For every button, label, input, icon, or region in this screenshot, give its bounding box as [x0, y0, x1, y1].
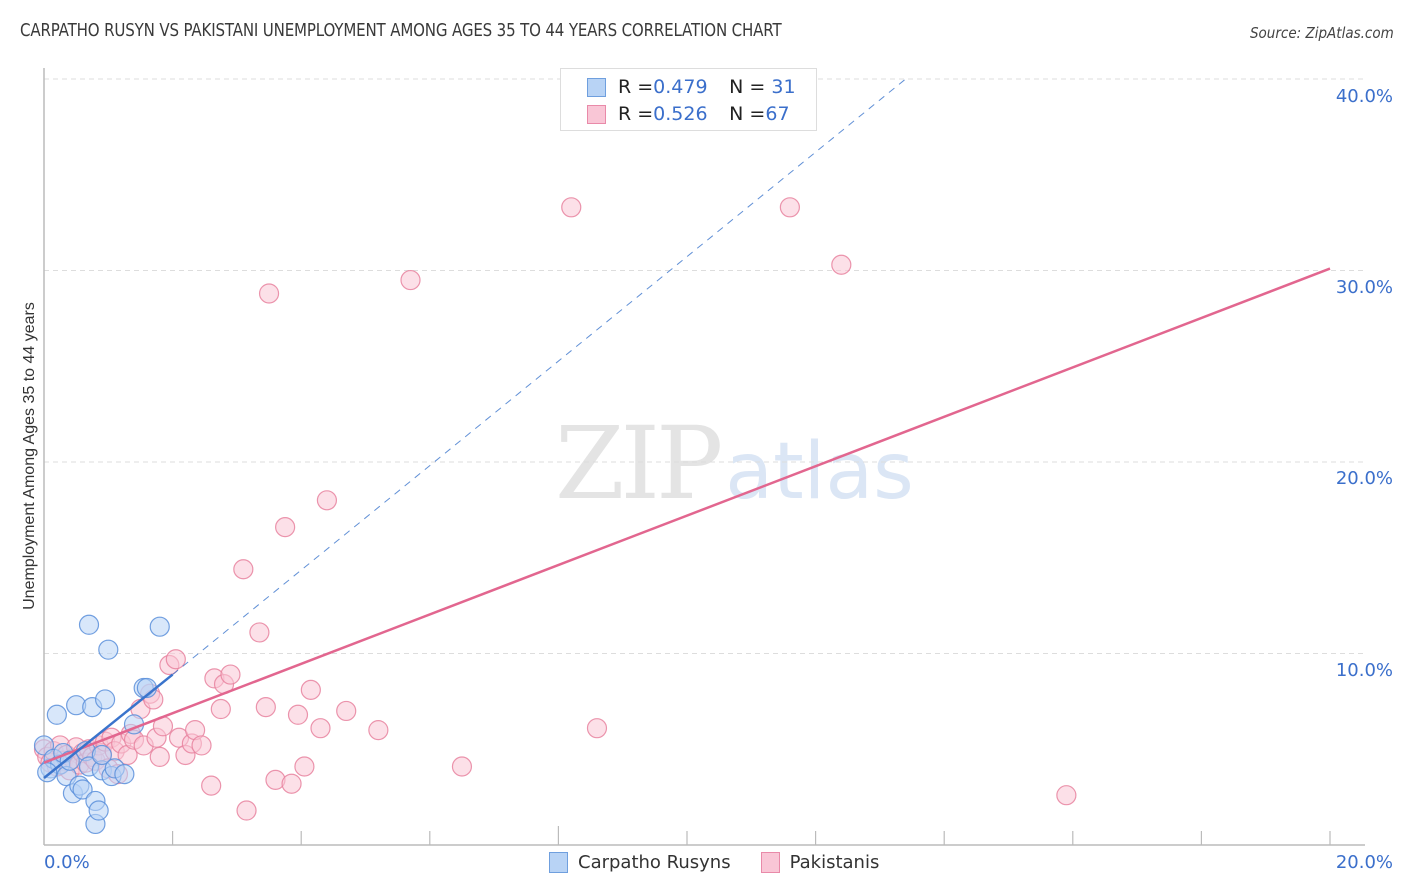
r-value: 0.479	[653, 76, 708, 98]
pink-swatch-icon	[760, 852, 780, 873]
y-tick-10: 10.0%	[1335, 660, 1393, 681]
blue-swatch-icon	[587, 77, 606, 97]
legend-item-carpatho-rusyns[interactable]: Carpatho Rusyns	[549, 852, 731, 873]
carpatho-rusyns-points	[33, 614, 170, 835]
correlation-legend: R = 0.479 N = 31 R = 0.526 N = 67	[560, 68, 817, 131]
chart-title: CARPATHO RUSYN VS PAKISTANI UNEMPLOYMENT…	[20, 21, 782, 41]
legend-row-pakistanis: R = 0.526 N = 67	[587, 102, 790, 126]
n-value: 31	[771, 76, 796, 98]
y-tick-40: 40.0%	[1335, 86, 1393, 107]
y-axis-label: Unemployment Among Ages 35 to 44 years	[21, 302, 38, 610]
r-value: 0.526	[653, 103, 708, 125]
pink-swatch-icon	[587, 104, 606, 124]
trend-lines	[43, 78, 1331, 779]
n-value: 67	[765, 103, 790, 125]
x-tick-0: 0.0%	[44, 852, 90, 873]
blue-swatch-icon	[549, 852, 568, 873]
axes	[43, 68, 1365, 846]
y-tick-20: 20.0%	[1335, 468, 1393, 489]
source-label: Source: ZipAtlas.com	[1250, 24, 1394, 42]
x-tick-20: 20.0%	[1335, 852, 1393, 873]
series-legend: Carpatho Rusyns Pakistanis	[549, 852, 909, 873]
legend-row-carpatho-rusyns: R = 0.479 N = 31	[587, 75, 796, 99]
pakistanis-points	[33, 197, 1077, 821]
legend-item-pakistanis[interactable]: Pakistanis	[760, 852, 879, 873]
y-tick-30: 30.0%	[1335, 277, 1393, 298]
